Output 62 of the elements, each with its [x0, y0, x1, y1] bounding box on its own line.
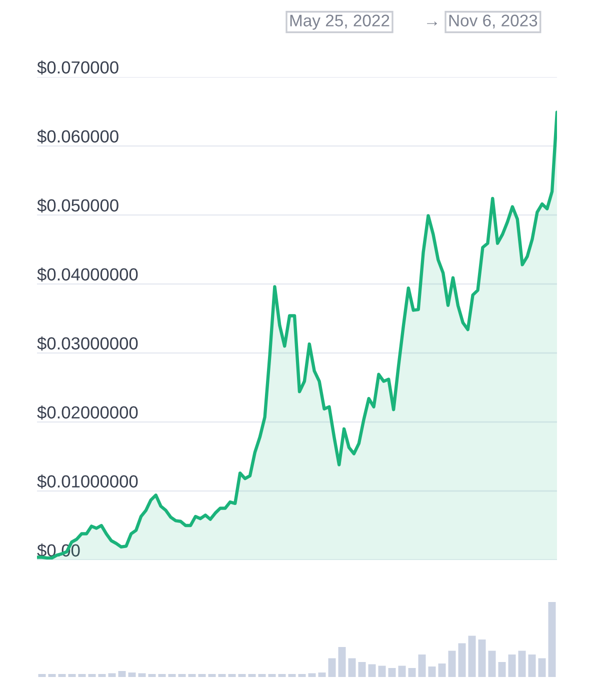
- bar: [308, 673, 316, 677]
- bar: [358, 662, 366, 677]
- y-tick-label: $0.070000: [37, 60, 118, 75]
- bar: [68, 674, 76, 677]
- bar: [478, 640, 486, 677]
- bar: [348, 658, 356, 677]
- y-tick-label: $0.03000000: [37, 336, 138, 351]
- bar: [108, 673, 116, 677]
- bar: [408, 668, 416, 677]
- y-tick-label: $0.02000000: [37, 406, 138, 420]
- bar: [428, 666, 436, 677]
- y-tick-label: $0.050000: [37, 198, 118, 213]
- y-tick-label: $0.01000000: [37, 474, 138, 489]
- bar: [128, 672, 136, 677]
- text: Nov 6, 2023: [449, 14, 538, 28]
- text: →: [427, 22, 437, 26]
- bar: [418, 654, 426, 677]
- bar: [498, 662, 506, 677]
- bar: [368, 664, 376, 677]
- bar: [468, 636, 476, 677]
- bar: [518, 650, 526, 677]
- y-tick-label: $0.060000: [37, 130, 118, 144]
- text: May 25, 2022: [290, 14, 390, 30]
- bar: [488, 650, 496, 677]
- y-tick-label: $0.04000000: [37, 268, 138, 282]
- bar: [238, 674, 246, 677]
- bar: [248, 674, 256, 677]
- bar: [38, 674, 46, 677]
- bar: [208, 674, 216, 677]
- bar: [118, 671, 126, 677]
- bar: [288, 674, 296, 677]
- bar: [138, 673, 146, 677]
- bar: [378, 666, 386, 677]
- bar: [78, 674, 86, 677]
- bar: [98, 674, 106, 677]
- bar: [278, 674, 286, 677]
- bar: [158, 674, 166, 677]
- bar: [448, 650, 456, 677]
- bar: [508, 654, 516, 677]
- bar: [538, 658, 546, 677]
- bar: [438, 664, 446, 677]
- bar: [188, 674, 196, 677]
- bar: [318, 672, 326, 677]
- bar: [298, 674, 306, 677]
- bar: [398, 666, 406, 677]
- bar: [198, 674, 206, 677]
- bar: [48, 674, 56, 677]
- bar: [178, 674, 186, 677]
- bar: [388, 668, 396, 677]
- bar: [328, 658, 336, 677]
- bar: [58, 674, 66, 677]
- bar: [548, 602, 556, 677]
- bar: [258, 674, 266, 677]
- bar: [148, 674, 156, 677]
- bar: [88, 674, 96, 677]
- bar: [218, 674, 226, 677]
- bar: [168, 674, 176, 677]
- bar: [268, 674, 276, 677]
- bar: [228, 674, 236, 677]
- bar: [338, 647, 346, 677]
- bar: [528, 654, 536, 677]
- bar: [458, 643, 466, 677]
